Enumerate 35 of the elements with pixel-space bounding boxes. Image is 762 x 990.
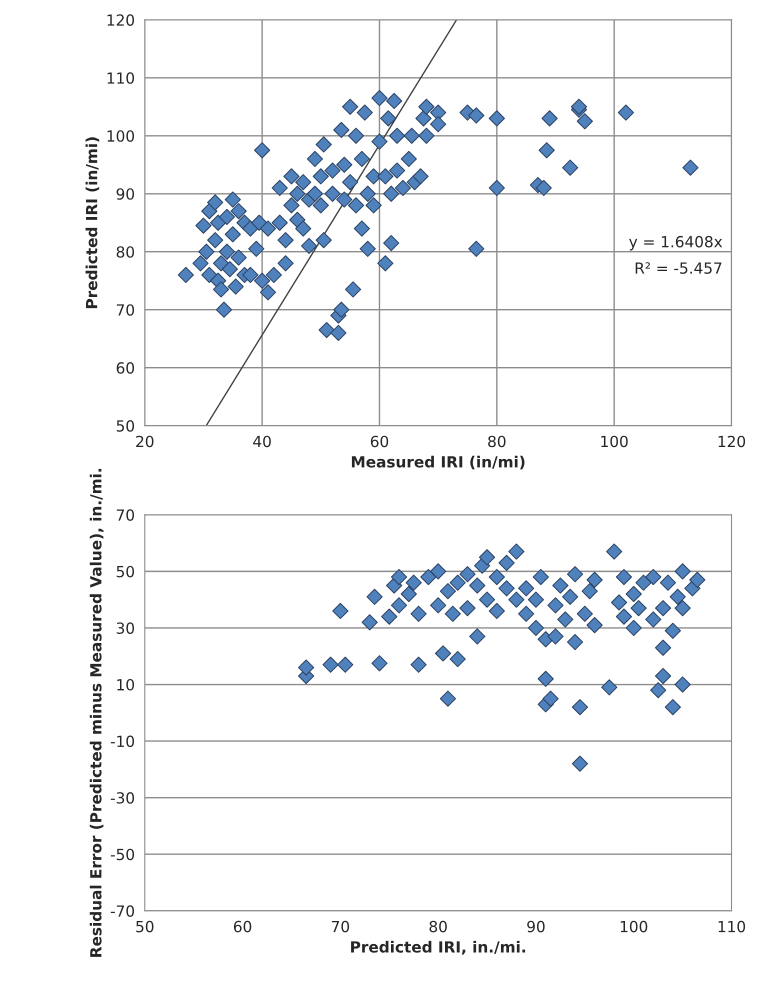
x-tick-label: 50 xyxy=(136,920,154,932)
y-tick-label: -50 xyxy=(110,848,134,860)
x-tick-label: 60 xyxy=(234,920,252,932)
x-tick-label: 120 xyxy=(718,436,746,448)
y-tick-label: 50 xyxy=(116,566,134,578)
x-tick-label: 100 xyxy=(601,436,628,448)
x-tick-label: 40 xyxy=(253,436,271,448)
x-tick-label: 70 xyxy=(332,920,350,932)
y-tick-label: 70 xyxy=(116,304,134,316)
y-tick-label: 30 xyxy=(116,622,134,634)
x-tick-label: 90 xyxy=(527,920,545,932)
x-tick-label: 110 xyxy=(718,920,746,932)
y-tick-label: 70 xyxy=(116,509,134,521)
x-tick-label: 60 xyxy=(370,436,388,448)
y-tick-label: -30 xyxy=(110,792,134,804)
x-tick-label: 80 xyxy=(488,436,506,448)
y-axis-title: Residual Error (Predicted minus Measured Value), in./mi. xyxy=(90,468,104,957)
y-tick-label: 80 xyxy=(116,246,134,258)
y-tick-label: 110 xyxy=(108,72,134,84)
x-tick-label: 20 xyxy=(136,436,154,448)
y-tick-label: -70 xyxy=(110,905,134,917)
x-axis-title: Measured IRI (in/mi) xyxy=(352,456,524,470)
x-axis-title: Predicted IRI, in./mi. xyxy=(351,940,526,955)
annotation: y = 1.6408x xyxy=(629,236,722,250)
x-tick-label: 80 xyxy=(429,920,447,932)
y-tick-label: 50 xyxy=(116,420,134,432)
y-tick-label: 120 xyxy=(108,14,134,26)
x-tick-label: 100 xyxy=(620,920,648,932)
y-tick-label: 10 xyxy=(117,678,134,691)
y-axis-title: Predicted IRI (in/mi) xyxy=(86,137,100,308)
y-tick-label: 60 xyxy=(116,362,134,374)
y-tick-label: -10 xyxy=(110,736,134,748)
y-tick-label: 100 xyxy=(108,130,134,142)
annotation: R² = -5.457 xyxy=(636,262,722,274)
y-tick-label: 90 xyxy=(116,188,134,200)
